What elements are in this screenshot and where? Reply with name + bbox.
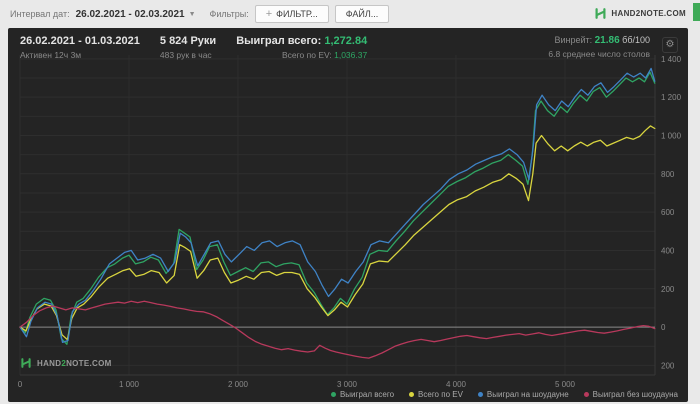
winnings-chart[interactable]: 0 1 000 2 000 3 000 4 000 5 000 1 400 1 200 1 00…	[8, 28, 688, 402]
chevron-down-icon: ▼	[188, 10, 196, 18]
legend-dot-icon	[330, 392, 336, 397]
legend-dot-icon	[477, 392, 483, 397]
winrate-value: 21.86	[594, 35, 620, 46]
series-line-all_in_ev	[19, 125, 656, 341]
watermark-text: HAND2NOTE.COM	[37, 358, 112, 368]
date-range-value: 26.02.2021 - 02.03.2021	[75, 8, 185, 20]
avg-tables: 6.8 среднее число столов	[548, 49, 650, 59]
brand-text: HAND2NOTE.COM	[611, 9, 686, 18]
gear-icon[interactable]: ⚙	[662, 37, 678, 53]
stat-hands: 5 824 Руки 483 рук в час	[160, 35, 216, 60]
y-axis-tick-label: 600	[661, 208, 675, 217]
legend-label: Выиграл без шоудауна	[592, 390, 678, 399]
legend-label: Всего по EV	[418, 390, 463, 399]
stats-header: 26.02.2021 - 01.03.2021 Активен 12ч 3м 5…	[20, 35, 367, 60]
series-line-won_total	[19, 71, 656, 345]
y-axis-tick-label: 800	[661, 170, 675, 179]
x-axis-tick-label: 5 000	[555, 380, 576, 389]
x-axis-tick-label: 2 000	[228, 380, 249, 389]
y-axis-tick-label: 200	[661, 361, 675, 370]
toolbar: Интервал дат: 26.02.2021 - 02.03.2021 ▼ …	[0, 0, 700, 28]
legend-dot-icon	[583, 392, 589, 397]
legend-item-won_total[interactable]: Выиграл всего	[330, 390, 395, 399]
session-date-range: 26.02.2021 - 01.03.2021	[20, 35, 140, 47]
legend-dot-icon	[409, 392, 415, 397]
series-line-won_showdown	[19, 67, 656, 344]
legend-label: Выиграл на шоудауне	[486, 390, 569, 399]
stats-header-right: Винрейт: 21.86 бб/100 6.8 среднее число …	[548, 35, 650, 59]
session-active-time: Активен 12ч 3м	[20, 50, 82, 60]
won-total-value: 1,272.84	[324, 35, 368, 47]
x-axis-tick-label: 0	[18, 380, 23, 389]
hands-count: 5 824 Руки	[159, 35, 217, 47]
legend-item-won_showdown[interactable]: Выиграл на шоудауне	[477, 390, 569, 399]
winrate-label: Винрейт:	[554, 35, 593, 45]
ev-label: Всего по EV:	[282, 50, 332, 60]
stat-session: 26.02.2021 - 01.03.2021 Активен 12ч 3м	[20, 35, 140, 60]
chart-legend: Выиграл всего Всего по EV Выиграл на шоуда…	[330, 390, 678, 399]
graph-panel: 26.02.2021 - 01.03.2021 Активен 12ч 3м 5…	[8, 28, 688, 402]
y-axis-tick-label: 1 400	[661, 55, 682, 64]
add-filter-button-label: ФИЛЬТР...	[276, 9, 318, 19]
winrate-units: бб/100	[622, 35, 650, 45]
add-filter-button[interactable]: + ФИЛЬТР...	[254, 5, 329, 23]
x-axis-tick-label: 1 000	[119, 380, 140, 389]
date-interval-label: Интервал дат:	[10, 9, 70, 19]
y-axis-tick-label: 0	[661, 323, 666, 332]
date-range-selector[interactable]: 26.02.2021 - 02.03.2021 ▼	[76, 9, 196, 20]
green-accent-tab[interactable]	[693, 3, 700, 21]
legend-item-all_in_ev[interactable]: Всего по EV	[409, 390, 463, 399]
stat-winnings: Выиграл всего: 1,272.84 Всего по EV: 1,0…	[236, 35, 367, 60]
hand2note-logo-icon	[21, 358, 31, 368]
hands-per-hour: 483 рук в час	[159, 50, 212, 60]
y-axis-tick-label: 400	[661, 246, 675, 255]
y-axis-tick-label: 1 200	[661, 93, 682, 102]
x-axis-tick-label: 3 000	[337, 380, 358, 389]
brand-logo: HAND2NOTE.COM	[594, 7, 686, 20]
hand2note-logo-icon	[595, 8, 606, 19]
file-button[interactable]: ФАЙЛ...	[334, 5, 390, 23]
y-axis-tick-label: 200	[661, 285, 675, 294]
plus-icon: +	[265, 8, 273, 20]
x-axis-tick-label: 4 000	[446, 380, 467, 389]
ev-value: 1,036.37	[334, 50, 368, 60]
won-total-label: Выиграл всего:	[236, 35, 322, 47]
legend-label: Выиграл всего	[339, 390, 395, 399]
legend-item-won_no_showdown[interactable]: Выиграл без шоудауна	[583, 390, 678, 399]
y-axis-tick-label: 1 000	[661, 131, 682, 140]
series-line-won_no_showdown	[19, 300, 656, 359]
filters-label: Фильтры:	[209, 9, 249, 19]
file-button-label: ФАЙЛ...	[345, 9, 379, 19]
watermark: HAND2NOTE.COM	[20, 357, 112, 369]
